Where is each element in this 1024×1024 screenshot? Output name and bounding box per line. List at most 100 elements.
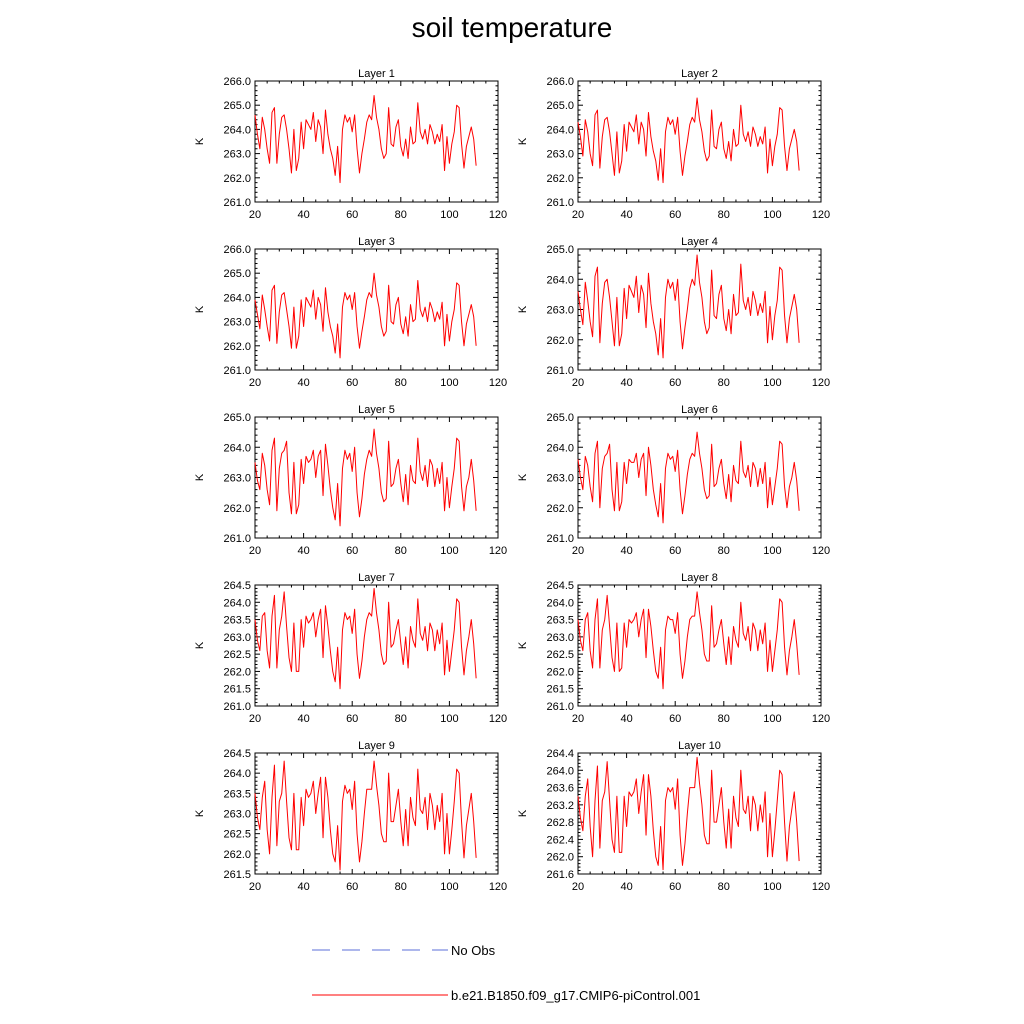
y-axis-label: K xyxy=(194,473,206,481)
x-tick-label: 120 xyxy=(489,713,507,725)
y-tick-label: 262.0 xyxy=(546,666,574,678)
y-axis-label: K xyxy=(194,137,206,145)
panel-layer-7: Layer 7 K 20 40 60 80 100 120 261.0 261.5 262.0 262… xyxy=(194,572,507,725)
x-tick-label: 60 xyxy=(346,545,358,557)
x-tick-label: 40 xyxy=(297,377,309,389)
x-tick-label: 80 xyxy=(395,713,407,725)
x-tick-label: 100 xyxy=(763,713,781,725)
x-tick-label: 20 xyxy=(249,209,261,221)
y-tick-label: 262.0 xyxy=(223,503,251,515)
x-tick-label: 60 xyxy=(346,209,358,221)
y-tick-label: 263.0 xyxy=(223,473,251,485)
y-tick-label: 264.4 xyxy=(546,748,574,760)
y-tick-label: 265.0 xyxy=(546,100,574,112)
y-tick-label: 262.0 xyxy=(546,503,574,515)
panel-layer-6: Layer 6 K 20 40 60 80 100 120 261.0 262.0 263.0 264… xyxy=(517,404,830,557)
y-axis-label: K xyxy=(517,305,529,313)
y-tick-label: 261.6 xyxy=(546,869,574,881)
x-tick-label: 60 xyxy=(346,377,358,389)
series-line xyxy=(254,428,477,527)
x-tick-label: 100 xyxy=(440,713,458,725)
y-tick-label: 261.0 xyxy=(546,365,574,377)
y-tick-label: 261.5 xyxy=(223,684,251,696)
y-tick-label: 261.0 xyxy=(223,197,251,209)
x-tick-label: 80 xyxy=(718,713,730,725)
series-line xyxy=(254,587,477,690)
y-tick-label: 261.0 xyxy=(223,701,251,713)
y-tick-label: 263.0 xyxy=(546,305,574,317)
x-tick-label: 40 xyxy=(620,545,632,557)
x-tick-label: 100 xyxy=(440,545,458,557)
plot-frame xyxy=(254,248,499,371)
y-tick-label: 263.5 xyxy=(223,615,251,627)
y-tick-label: 262.0 xyxy=(223,849,251,861)
y-tick-label: 263.0 xyxy=(223,809,251,821)
y-axis-label: K xyxy=(194,641,206,649)
panel-title: Layer 10 xyxy=(678,740,721,752)
x-tick-label: 100 xyxy=(440,377,458,389)
x-tick-label: 120 xyxy=(489,377,507,389)
y-tick-label: 264.0 xyxy=(546,124,574,136)
x-tick-label: 80 xyxy=(395,377,407,389)
y-tick-label: 261.0 xyxy=(223,365,251,377)
y-tick-label: 265.0 xyxy=(546,412,574,424)
series-line xyxy=(577,431,800,524)
y-tick-label: 263.5 xyxy=(223,788,251,800)
y-axis-label: K xyxy=(517,809,529,817)
y-tick-label: 263.2 xyxy=(546,800,574,812)
panel-title: Layer 7 xyxy=(358,572,395,584)
x-tick-label: 80 xyxy=(395,545,407,557)
x-tick-label: 20 xyxy=(249,377,261,389)
panel-layer-9: Layer 9 K 20 40 60 80 100 120 261.5 262.0 262.5 263… xyxy=(194,740,507,893)
x-tick-label: 20 xyxy=(572,713,584,725)
x-tick-label: 20 xyxy=(249,713,261,725)
x-tick-label: 80 xyxy=(718,209,730,221)
x-tick-label: 80 xyxy=(718,881,730,893)
y-tick-label: 264.5 xyxy=(546,580,574,592)
series-line xyxy=(254,95,477,184)
chart-title: soil temperature xyxy=(411,12,613,43)
panel-layer-2: Layer 2 K 20 40 60 80 100 120 261.0 262.0 263.0 264… xyxy=(517,68,830,221)
x-tick-label: 40 xyxy=(297,881,309,893)
y-tick-label: 265.0 xyxy=(223,100,251,112)
x-tick-label: 60 xyxy=(669,545,681,557)
x-tick-label: 40 xyxy=(297,713,309,725)
y-tick-label: 261.0 xyxy=(546,533,574,545)
x-tick-label: 100 xyxy=(440,209,458,221)
x-tick-label: 120 xyxy=(812,377,830,389)
x-tick-label: 60 xyxy=(669,881,681,893)
x-tick-label: 80 xyxy=(718,377,730,389)
x-tick-label: 120 xyxy=(812,713,830,725)
x-tick-label: 60 xyxy=(346,713,358,725)
panel-title: Layer 6 xyxy=(681,404,718,416)
y-tick-label: 266.0 xyxy=(223,76,251,88)
y-tick-label: 266.0 xyxy=(223,244,251,256)
y-tick-label: 262.0 xyxy=(546,335,574,347)
y-tick-label: 263.5 xyxy=(546,615,574,627)
x-tick-label: 20 xyxy=(572,377,584,389)
y-tick-label: 266.0 xyxy=(546,76,574,88)
y-tick-label: 264.5 xyxy=(223,580,251,592)
y-tick-label: 262.0 xyxy=(223,341,251,353)
y-tick-label: 262.0 xyxy=(546,173,574,185)
y-tick-label: 264.5 xyxy=(223,748,251,760)
y-tick-label: 261.0 xyxy=(223,533,251,545)
x-tick-label: 40 xyxy=(620,713,632,725)
y-tick-label: 261.0 xyxy=(546,701,574,713)
y-tick-label: 263.0 xyxy=(223,632,251,644)
x-tick-label: 120 xyxy=(489,881,507,893)
panel-title: Layer 5 xyxy=(358,404,395,416)
x-tick-label: 20 xyxy=(249,545,261,557)
x-tick-label: 80 xyxy=(395,209,407,221)
y-tick-label: 263.0 xyxy=(546,473,574,485)
x-tick-label: 40 xyxy=(620,377,632,389)
panel-title: Layer 3 xyxy=(358,236,395,248)
x-tick-label: 100 xyxy=(440,881,458,893)
x-tick-label: 60 xyxy=(669,377,681,389)
y-tick-label: 262.0 xyxy=(546,852,574,864)
series-line xyxy=(254,272,477,359)
y-tick-label: 262.5 xyxy=(223,649,251,661)
x-tick-label: 120 xyxy=(812,881,830,893)
x-tick-label: 20 xyxy=(249,881,261,893)
